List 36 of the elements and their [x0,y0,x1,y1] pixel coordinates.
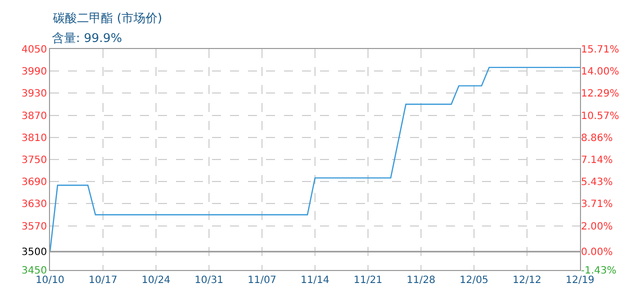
x-tick-label: 12/19 [566,275,594,286]
y2-tick-label: 14.00% [581,66,620,78]
chart-title: 碳酸二甲酯 (市场价) [52,11,162,25]
y-tick-label: 3810 [22,132,47,144]
line-series [50,66,580,252]
x-tick-label: 10/17 [88,275,118,286]
y-tick-label: 3630 [22,199,47,210]
y2-tick-label: 7.14% [581,155,613,166]
x-tick-label: 11/21 [354,275,382,286]
x-tick-label: 12/05 [460,275,488,286]
x-tick-label: 10/24 [142,275,170,286]
y-tick-label: 3500 [22,247,47,258]
y-tick-label: 3750 [22,155,47,166]
y-tick-label: 3990 [22,66,47,78]
y-tick-label: 3570 [22,221,47,232]
y-tick-label: 3870 [22,110,47,122]
y-tick-label: 3930 [22,88,47,100]
x-tick-label: 10/10 [36,275,64,286]
y2-tick-label: 10.57% [581,110,620,122]
x-tick-label: 12/12 [512,275,542,286]
y-tick-label: 3450 [22,266,47,276]
y2-tick-label: 12.29% [581,88,620,100]
y2-tick-label: 3.71% [581,199,613,210]
x-tick-label: 10/31 [194,275,224,286]
y2-tick-label: -1.43% [581,266,616,276]
y2-tick-label: 15.71% [581,44,620,56]
y-tick-label: 3690 [22,177,47,188]
y2-tick-label: 8.86% [581,132,613,144]
y2-tick-label: 0.00% [581,247,613,258]
x-tick-label: 11/14 [300,275,330,286]
y-tick-label: 4050 [22,44,47,56]
x-tick-label: 11/07 [248,275,276,286]
x-tick-label: 11/28 [406,275,436,286]
y2-tick-label: 2.00% [581,221,613,232]
chart-subtitle: 含量: 99.9% [52,31,122,45]
y2-tick-label: 5.43% [581,177,613,188]
